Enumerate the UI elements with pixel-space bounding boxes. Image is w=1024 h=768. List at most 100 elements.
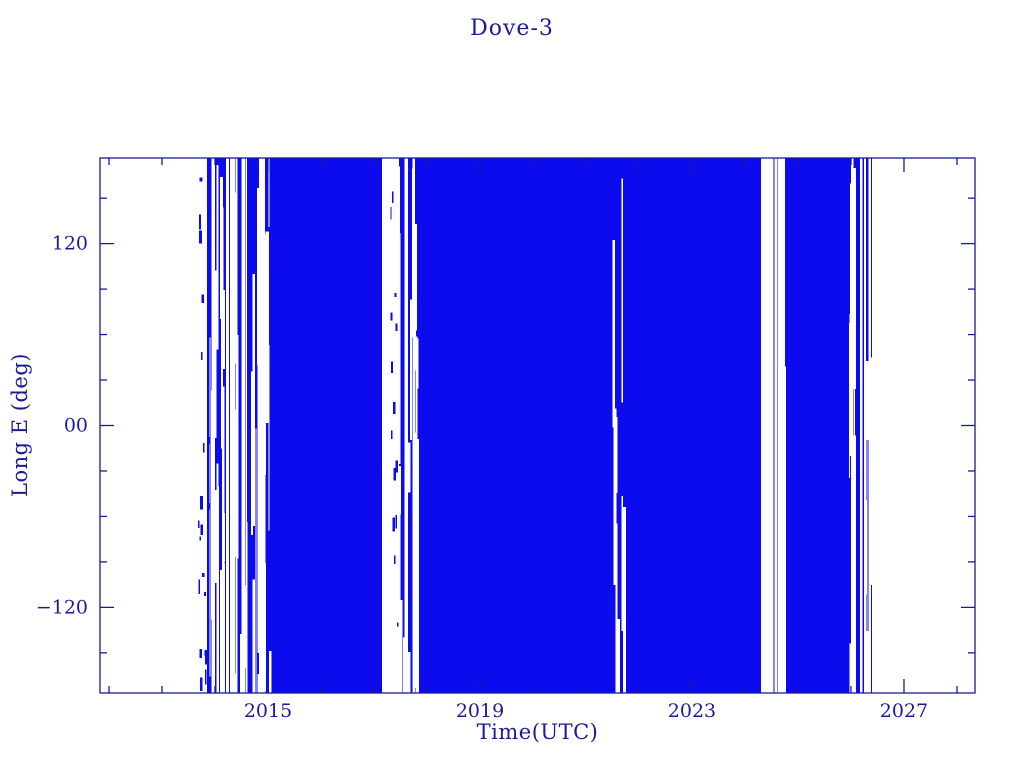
- blue-speck: [200, 495, 203, 510]
- blue-speck: [208, 662, 210, 676]
- coverage-gap: [381, 158, 397, 693]
- white-streak-segment: [222, 386, 225, 613]
- white-streak: [768, 158, 770, 693]
- white-streak: [869, 158, 871, 693]
- white-streak-segment: [613, 408, 617, 585]
- white-streak: [850, 158, 854, 693]
- white-streak-segment: [404, 281, 408, 451]
- white-streak-segment: [222, 594, 225, 670]
- blue-speck: [201, 294, 205, 304]
- white-streak: [242, 158, 245, 693]
- white-streak-segment: [265, 231, 269, 416]
- white-streak-segment: [398, 232, 401, 464]
- white-streak-segment: [209, 337, 211, 580]
- white-streak-segment: [258, 691, 260, 693]
- white-streak-segment: [220, 596, 224, 693]
- blue-speck: [200, 351, 203, 360]
- blue-speck: [202, 573, 205, 577]
- white-streak: [774, 158, 778, 693]
- white-streak-segment: [398, 465, 401, 515]
- white-streak: [225, 158, 229, 693]
- white-streak-segment: [866, 389, 868, 607]
- white-streak-segment: [262, 674, 266, 693]
- blue-speck: [395, 460, 399, 473]
- white-streak: [763, 158, 766, 693]
- white-streak: [863, 158, 867, 693]
- blue-speck: [392, 517, 396, 532]
- white-streak: [762, 158, 765, 693]
- white-streak-segment: [615, 523, 618, 693]
- white-streak-segment: [240, 633, 243, 693]
- white-streak-segment: [250, 371, 254, 536]
- blue-speck: [207, 224, 209, 239]
- blue-speck: [396, 622, 399, 627]
- white-streak-segment: [402, 637, 405, 693]
- white-streak-segment: [414, 432, 416, 666]
- blue-speck: [199, 536, 201, 541]
- white-streak-segment: [852, 566, 856, 693]
- white-streak: [235, 158, 238, 693]
- white-streak: [860, 158, 863, 693]
- y-tick-label: 00: [64, 415, 88, 437]
- white-streak-segment: [869, 412, 873, 561]
- white-streak-segment: [852, 167, 856, 390]
- white-streak-segment: [213, 489, 217, 584]
- white-streak-segment: [233, 473, 237, 557]
- white-streak-segment: [865, 361, 870, 441]
- blue-speck: [394, 293, 397, 297]
- blue-speck: [199, 177, 203, 182]
- white-streak: [230, 158, 233, 693]
- chart-title: Dove-3: [470, 16, 554, 41]
- white-streak-segment: [252, 316, 255, 527]
- white-streak-segment: [257, 466, 260, 653]
- blue-speck: [391, 430, 393, 439]
- blue-speck: [198, 214, 202, 230]
- x-tick-label: 2027: [880, 700, 928, 722]
- white-streak-segment: [255, 461, 257, 620]
- white-streak-segment: [415, 636, 419, 693]
- white-streak-segment: [849, 643, 851, 693]
- white-streak-segment: [766, 370, 769, 545]
- blue-speck: [200, 524, 204, 536]
- white-streak: [778, 158, 782, 693]
- blue-speck: [392, 191, 394, 203]
- white-streak-segment: [848, 322, 851, 479]
- white-streak-segment: [216, 486, 219, 693]
- blue-speck: [395, 323, 398, 332]
- white-streak-segment: [409, 299, 412, 441]
- white-streak-segment: [850, 183, 852, 354]
- white-streak-segment: [615, 417, 618, 494]
- blue-speck: [207, 437, 210, 445]
- white-streak-segment: [209, 537, 211, 677]
- plot-contents: [198, 158, 875, 693]
- white-streak-segment: [216, 164, 219, 350]
- white-streak: [233, 158, 236, 693]
- blue-speck: [205, 669, 207, 685]
- blue-speck: [203, 442, 205, 453]
- white-streak-segment: [222, 289, 226, 369]
- white-streak-segment: [252, 579, 255, 693]
- y-tick-label: −120: [36, 596, 88, 618]
- white-streak-segment: [398, 512, 401, 693]
- white-streak-segment: [852, 435, 856, 629]
- white-streak-segment: [407, 651, 411, 693]
- white-streak: [771, 158, 774, 693]
- white-streak-segment: [415, 336, 418, 499]
- white-streak-segment: [245, 521, 248, 693]
- blue-speck: [199, 648, 203, 659]
- white-streak-segment: [231, 659, 234, 693]
- x-tick-label: 2023: [668, 700, 716, 722]
- white-streak-segment: [269, 650, 272, 693]
- white-streak-segment: [220, 219, 224, 449]
- white-streak: [412, 158, 416, 693]
- white-streak-segment: [415, 338, 419, 389]
- white-streak-segment: [210, 390, 212, 600]
- white-streak-segment: [255, 566, 257, 693]
- white-streak-segment: [778, 215, 782, 318]
- white-streak-segment: [415, 488, 419, 546]
- blue-speck: [198, 579, 201, 594]
- blue-speck: [393, 555, 396, 565]
- x-axis-label: Time(UTC): [476, 720, 599, 744]
- blue-speck: [391, 361, 393, 374]
